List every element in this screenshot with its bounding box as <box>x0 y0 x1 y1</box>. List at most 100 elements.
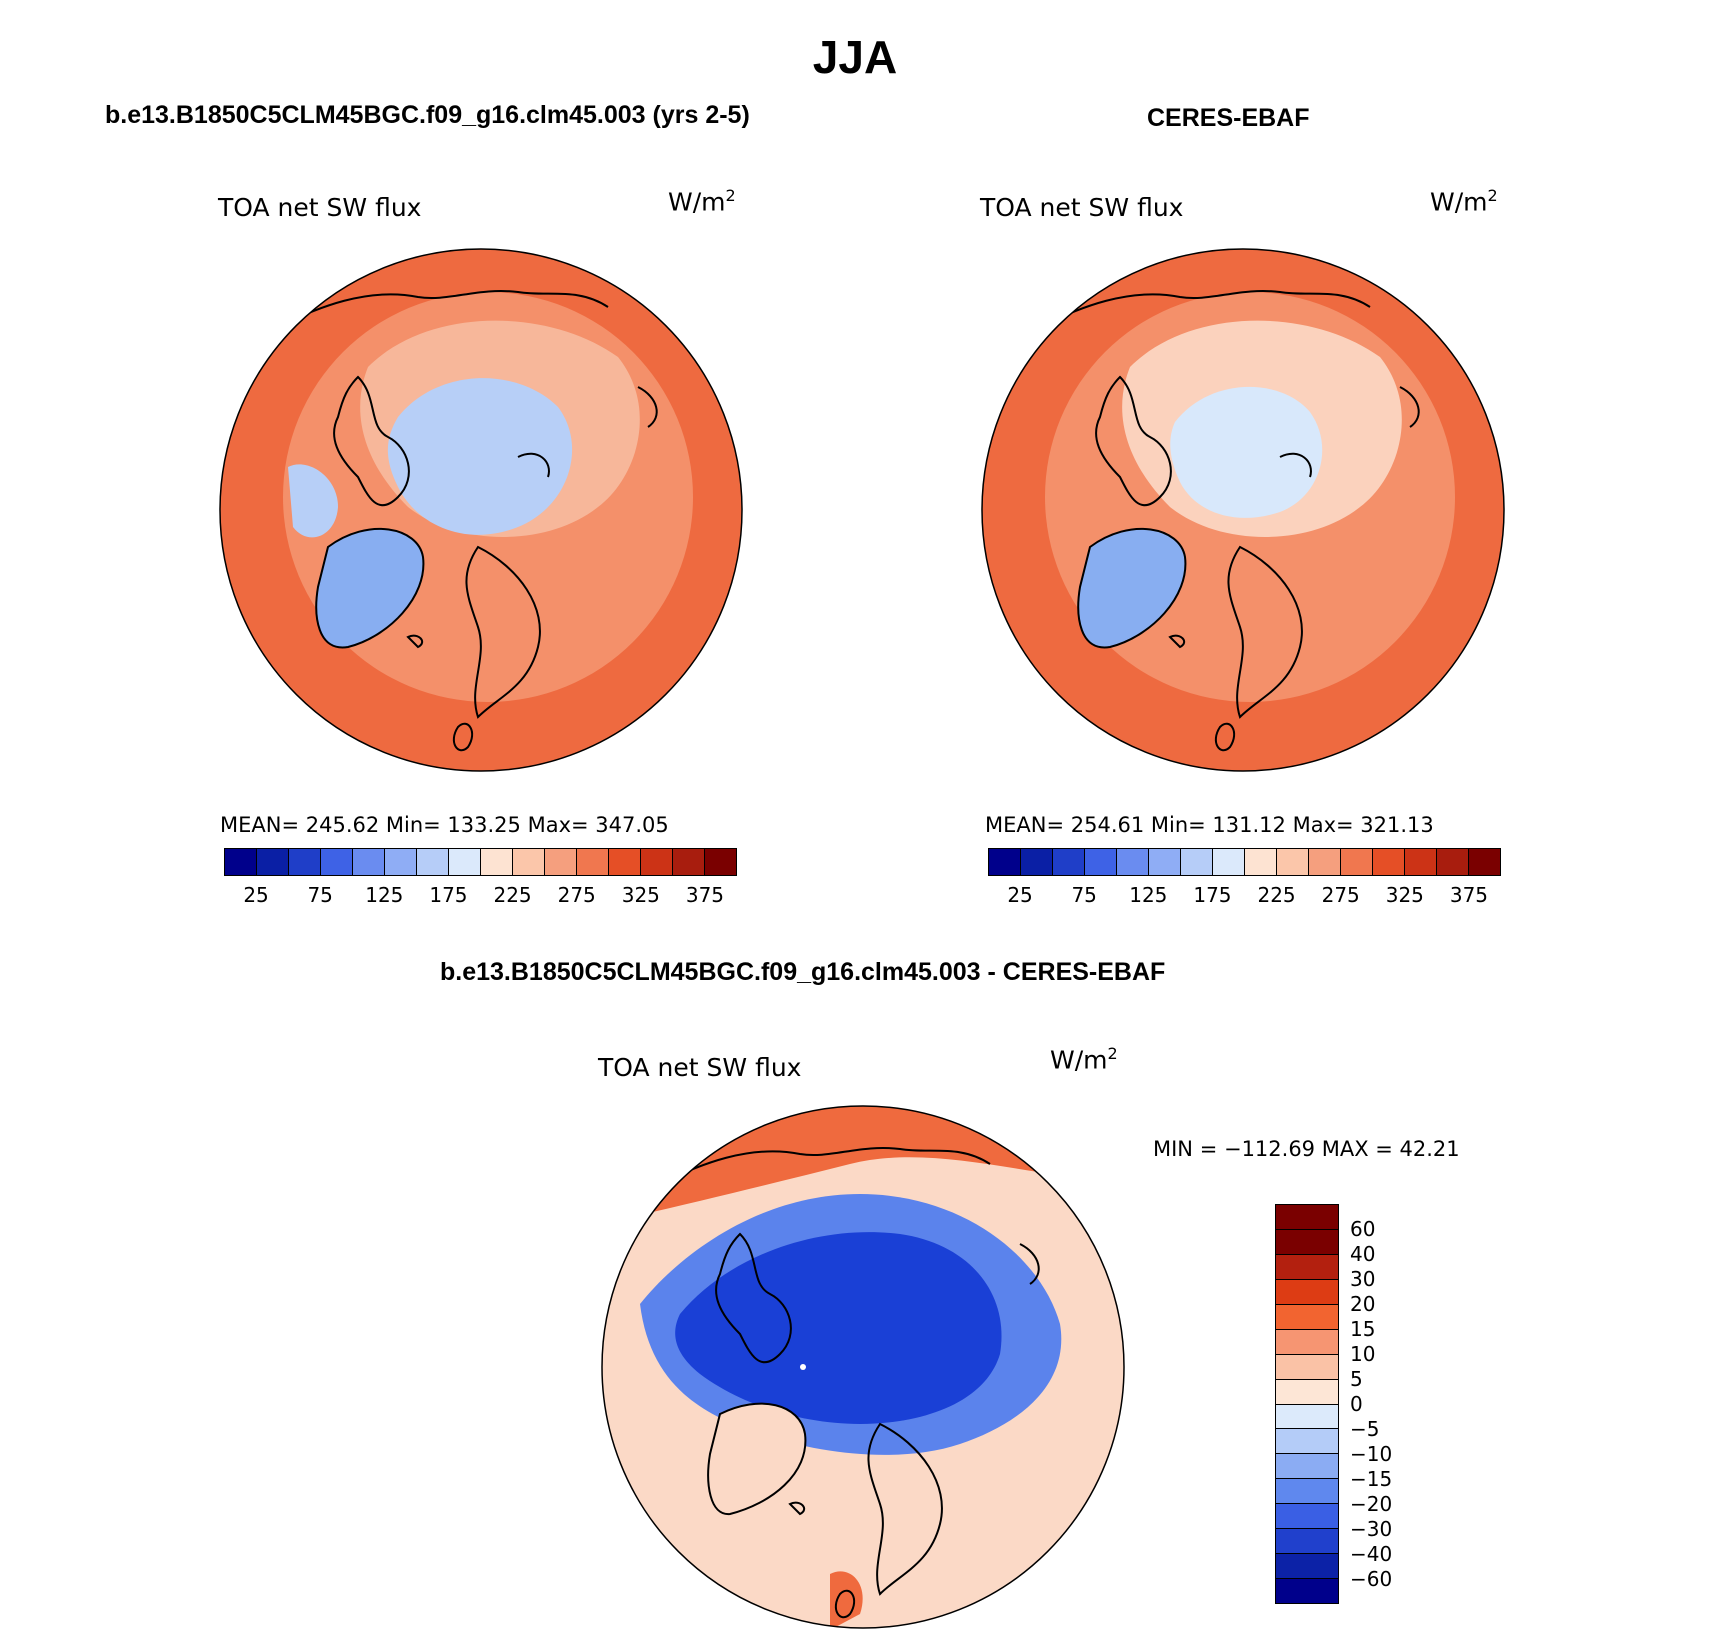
greenland-diff-field <box>708 1403 806 1515</box>
panel-obs-polar-map <box>981 248 1505 772</box>
colorbar-swatch <box>1181 849 1213 875</box>
panel-model-unit: W/m2 <box>668 186 736 217</box>
colorbar-tick-label: 325 <box>621 883 660 907</box>
colorbar-swatch <box>225 849 257 875</box>
colorbar-tick-label: 225 <box>1257 883 1296 907</box>
panel-model-polar-map <box>219 248 743 772</box>
colorbar-swatch <box>545 849 577 875</box>
colorbar-swatch <box>673 849 705 875</box>
colorbar-swatch <box>449 849 481 875</box>
colorbar-tick-label: −60 <box>1350 1567 1393 1591</box>
colorbar-swatch <box>1373 849 1405 875</box>
colorbar-tick-label: −30 <box>1350 1517 1393 1541</box>
panel-model-colorbar <box>224 848 737 876</box>
colorbar-tick-label: 375 <box>685 883 725 907</box>
colorbar-swatch <box>1245 849 1277 875</box>
diff-panel-stats: MIN = −112.69 MAX = 42.21 <box>1153 1137 1460 1161</box>
colorbar-swatch <box>1276 1429 1338 1455</box>
colorbar-tick-label: −20 <box>1350 1492 1393 1516</box>
colorbar-swatch <box>641 849 673 875</box>
colorbar-swatch <box>1276 1579 1338 1603</box>
colorbar-swatch <box>321 849 353 875</box>
colorbar-tick-label: 125 <box>1129 883 1168 907</box>
diff-panel-polar-map <box>601 1105 1125 1629</box>
figure-title: JJA <box>812 31 898 83</box>
colorbar-tick-label: 0 <box>1350 1392 1363 1416</box>
coastlines <box>1039 290 1420 752</box>
colorbar-swatch <box>1276 1304 1338 1330</box>
map-boundary <box>219 248 743 772</box>
colorbar-swatch <box>1437 849 1469 875</box>
colorbar-swatch <box>1276 1529 1338 1555</box>
panel-model-stats: MEAN= 245.62 Min= 133.25 Max= 347.05 <box>220 813 669 837</box>
colorbar-tick-label: 275 <box>557 883 596 907</box>
colorbar-tick-label: 75 <box>1071 883 1097 907</box>
strong-negative-field <box>675 1232 1002 1424</box>
colorbar-tick-label: 15 <box>1350 1317 1376 1341</box>
colorbar-swatch <box>1469 849 1500 875</box>
colorbar-swatch <box>1117 849 1149 875</box>
colorbar-swatch <box>577 849 609 875</box>
colorbar-swatch <box>1053 849 1085 875</box>
panel-obs-colorbar <box>988 848 1501 876</box>
pole-marker <box>800 1364 806 1370</box>
colorbar-tick-label: 5 <box>1350 1367 1363 1391</box>
colorbar-swatch <box>353 849 385 875</box>
colorbar-tick-label: 30 <box>1350 1267 1376 1291</box>
diff-panel-colorbar-ticks: 60 40 30 20 15 10 5 0 −5 −10 −15 −20 −30 −40 −60 <box>1350 1204 1430 1604</box>
panel-obs-colorbar-ticks: 25 75 125 175 225 275 325 375 <box>988 883 1501 909</box>
colorbar-swatch <box>1276 1354 1338 1380</box>
colorbar-swatch <box>989 849 1021 875</box>
panel-model-variable-label: TOA net SW flux <box>218 193 422 222</box>
colorbar-swatch <box>705 849 736 875</box>
greenland-field <box>1078 528 1186 648</box>
colorbar-swatch <box>1276 1279 1338 1305</box>
diff-panel-unit: W/m2 <box>1050 1044 1118 1075</box>
colorbar-tick-label: 275 <box>1321 883 1360 907</box>
colorbar-tick-label: 40 <box>1350 1242 1376 1266</box>
colorbar-swatch <box>1276 1379 1338 1405</box>
colorbar-swatch <box>1276 1504 1338 1530</box>
colorbar-tick-label: 25 <box>243 883 269 907</box>
colorbar-tick-label: 60 <box>1350 1217 1376 1241</box>
colorbar-swatch <box>513 849 545 875</box>
diff-panel-subtitle: b.e13.B1850C5CLM45BGC.f09_g16.clm45.003 … <box>440 958 1166 986</box>
colorbar-tick-label: −5 <box>1350 1417 1380 1441</box>
sea-ice-field <box>387 378 573 535</box>
colorbar-tick-label: 25 <box>1007 883 1033 907</box>
colorbar-swatch <box>481 849 513 875</box>
colorbar-tick-label: 75 <box>307 883 333 907</box>
archipelago-field <box>288 464 338 538</box>
diff-panel-colorbar <box>1275 1204 1339 1604</box>
sea-ice-field <box>1170 386 1323 518</box>
coastlines <box>659 1147 1040 1619</box>
diff-panel-variable-label: TOA net SW flux <box>598 1053 802 1082</box>
panel-model-colorbar-ticks: 25 75 125 175 225 275 325 375 <box>224 883 737 909</box>
colorbar-swatch <box>1276 1229 1338 1255</box>
colorbar-tick-label: −15 <box>1350 1467 1393 1491</box>
colorbar-swatch <box>385 849 417 875</box>
colorbar-swatch <box>1276 1404 1338 1430</box>
map-boundary <box>981 248 1505 772</box>
panel-model-subtitle: b.e13.B1850C5CLM45BGC.f09_g16.clm45.003 … <box>105 101 750 129</box>
colorbar-tick-label: −40 <box>1350 1542 1393 1566</box>
colorbar-swatch <box>257 849 289 875</box>
colorbar-swatch <box>609 849 641 875</box>
colorbar-swatch <box>1309 849 1341 875</box>
colorbar-swatch <box>1085 849 1117 875</box>
colorbar-swatch <box>1276 1454 1338 1480</box>
colorbar-tick-label: 20 <box>1350 1292 1376 1316</box>
panel-obs-unit: W/m2 <box>1430 186 1498 217</box>
colorbar-tick-label: 175 <box>429 883 468 907</box>
panel-obs-variable-label: TOA net SW flux <box>980 193 1184 222</box>
colorbar-tick-label: 225 <box>493 883 532 907</box>
colorbar-tick-label: −10 <box>1350 1442 1393 1466</box>
colorbar-swatch <box>1213 849 1245 875</box>
coastlines <box>277 290 658 752</box>
colorbar-swatch <box>417 849 449 875</box>
colorbar-swatch <box>1276 1479 1338 1505</box>
greenland-field <box>316 528 424 648</box>
colorbar-tick-label: 175 <box>1193 883 1232 907</box>
colorbar-swatch <box>1021 849 1053 875</box>
colorbar-swatch <box>1277 849 1309 875</box>
